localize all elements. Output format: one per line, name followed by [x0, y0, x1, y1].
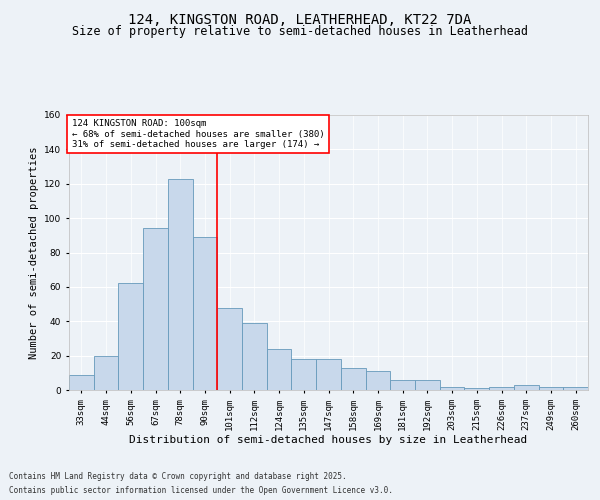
Bar — [143, 228, 168, 390]
Bar — [514, 385, 539, 390]
Text: 124 KINGSTON ROAD: 100sqm
← 68% of semi-detached houses are smaller (380)
31% of: 124 KINGSTON ROAD: 100sqm ← 68% of semi-… — [71, 119, 324, 149]
Bar — [489, 386, 514, 390]
Bar — [267, 349, 292, 390]
Bar — [365, 371, 390, 390]
Bar — [464, 388, 489, 390]
Text: Contains public sector information licensed under the Open Government Licence v3: Contains public sector information licen… — [9, 486, 393, 495]
Text: 124, KINGSTON ROAD, LEATHERHEAD, KT22 7DA: 124, KINGSTON ROAD, LEATHERHEAD, KT22 7D… — [128, 12, 472, 26]
Bar — [341, 368, 365, 390]
Bar — [390, 380, 415, 390]
Bar — [118, 284, 143, 390]
Bar — [193, 237, 217, 390]
Bar — [217, 308, 242, 390]
Bar — [563, 386, 588, 390]
Bar — [415, 380, 440, 390]
X-axis label: Distribution of semi-detached houses by size in Leatherhead: Distribution of semi-detached houses by … — [130, 436, 527, 446]
Bar — [539, 386, 563, 390]
Bar — [316, 359, 341, 390]
Bar — [292, 359, 316, 390]
Bar — [69, 374, 94, 390]
Bar — [168, 178, 193, 390]
Y-axis label: Number of semi-detached properties: Number of semi-detached properties — [29, 146, 38, 359]
Bar — [440, 386, 464, 390]
Bar — [94, 356, 118, 390]
Text: Contains HM Land Registry data © Crown copyright and database right 2025.: Contains HM Land Registry data © Crown c… — [9, 472, 347, 481]
Text: Size of property relative to semi-detached houses in Leatherhead: Size of property relative to semi-detach… — [72, 25, 528, 38]
Bar — [242, 323, 267, 390]
